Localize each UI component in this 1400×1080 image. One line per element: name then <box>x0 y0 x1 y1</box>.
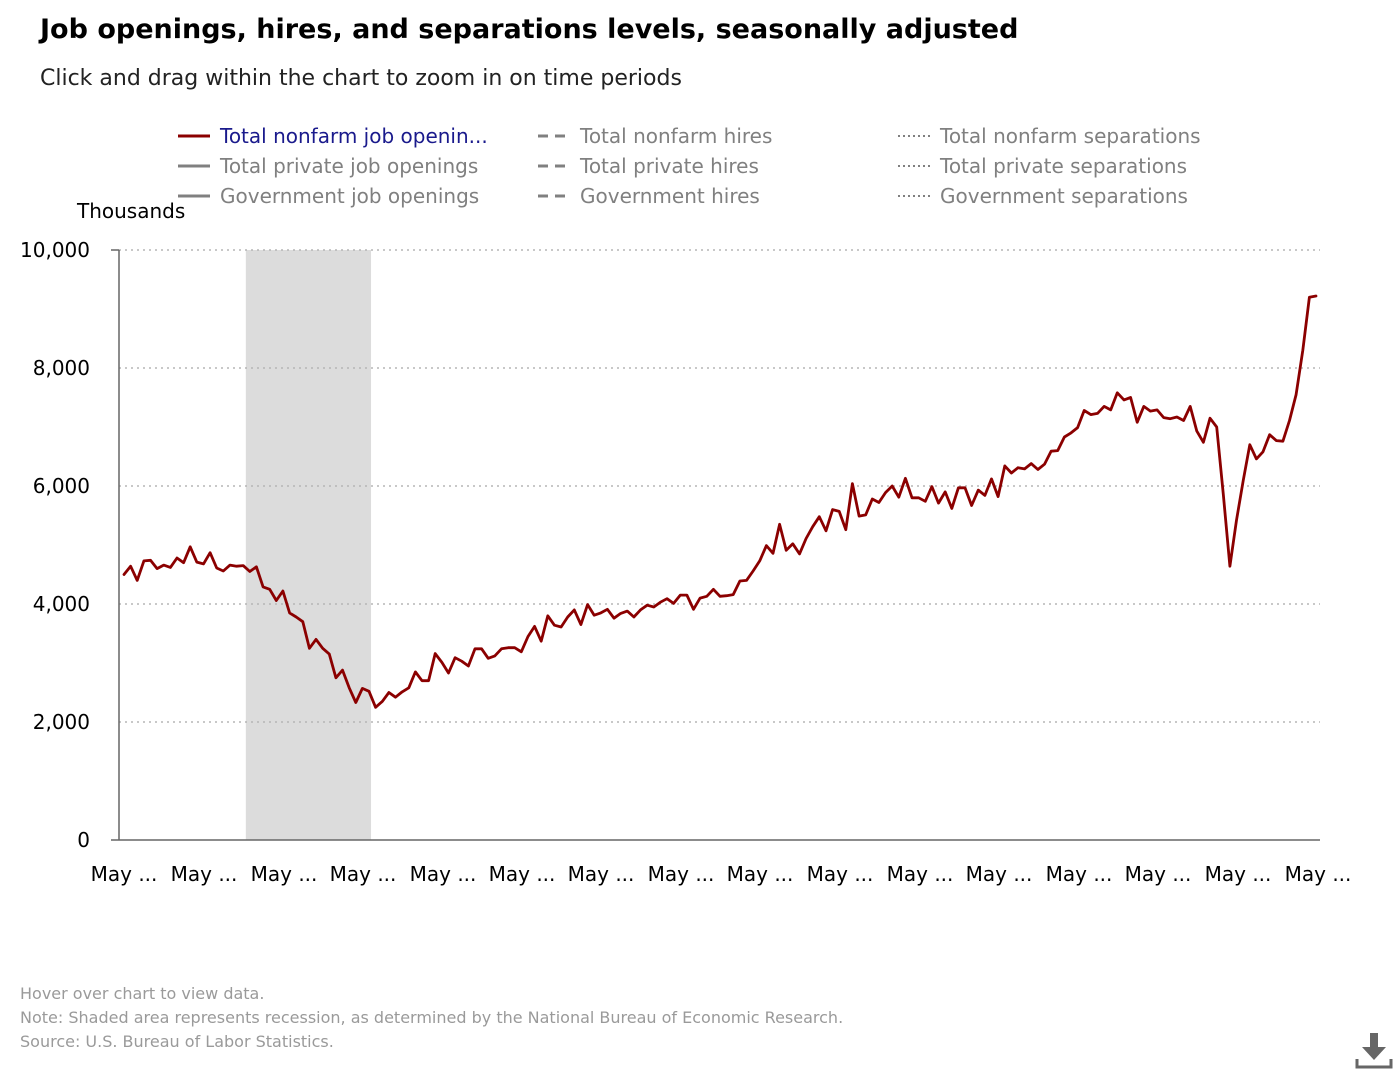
legend-swatch <box>898 135 930 137</box>
y-tick-label: 8,000 <box>33 356 90 380</box>
legend-item[interactable]: Government hires <box>538 182 760 210</box>
line-chart[interactable]: 0 2,000 4,000 6,000 8,000 10,000 May ... May ..… <box>0 0 1400 960</box>
hover-hint: Hover over chart to view data. <box>20 984 265 1003</box>
legend-item[interactable]: Total private job openings <box>178 152 478 180</box>
legend-label: Government job openings <box>220 184 480 208</box>
x-tick-label: May ... <box>251 862 318 886</box>
y-tick-label: 10,000 <box>20 238 90 262</box>
legend-item[interactable]: Total private separations <box>898 152 1187 180</box>
source-note: Source: U.S. Bureau of Labor Statistics. <box>20 1032 334 1051</box>
footnotes: Hover over chart to view data. Note: Sha… <box>20 982 843 1054</box>
x-tick-label: May ... <box>1205 862 1272 886</box>
y-tick-label: 6,000 <box>33 474 90 498</box>
x-tick-label: May ... <box>568 862 635 886</box>
y-axis-label: Thousands <box>77 199 186 223</box>
legend-item[interactable]: Total nonfarm hires <box>538 122 772 150</box>
x-tick-label: May ... <box>171 862 238 886</box>
x-tick-label: May ... <box>489 862 556 886</box>
download-icon[interactable] <box>1354 1030 1394 1070</box>
x-tick-label: May ... <box>1285 862 1352 886</box>
legend-item[interactable]: Government separations <box>898 182 1188 210</box>
recession-note: Note: Shaded area represents recession, … <box>20 1008 844 1027</box>
legend-swatch <box>898 165 930 167</box>
legend-swatch <box>538 194 570 198</box>
legend-item[interactable]: Total nonfarm job openin... <box>178 122 488 150</box>
legend-item[interactable]: Total private hires <box>538 152 759 180</box>
x-tick-label: May ... <box>410 862 477 886</box>
x-tick-label: May ... <box>1125 862 1192 886</box>
legend-label: Total private separations <box>940 154 1188 178</box>
legend-swatch <box>898 195 930 197</box>
x-tick-label: May ... <box>648 862 715 886</box>
x-tick-label: May ... <box>1046 862 1113 886</box>
chart-subtitle: Click and drag within the chart to zoom … <box>40 66 682 91</box>
legend-label: Total nonfarm hires <box>580 124 773 148</box>
legend-label: Government separations <box>940 184 1188 208</box>
x-tick-label: May ... <box>966 862 1033 886</box>
y-tick-label: 0 <box>77 828 90 852</box>
recession-shading <box>245 250 372 840</box>
y-tick-label: 4,000 <box>33 592 90 616</box>
legend-item[interactable]: Government job openings <box>178 182 479 210</box>
x-tick-label: May ... <box>330 862 397 886</box>
legend-item[interactable]: Total nonfarm separations <box>898 122 1201 150</box>
legend-label: Total private job openings <box>220 154 479 178</box>
legend-swatch <box>178 164 210 168</box>
legend-label: Total nonfarm separations <box>940 124 1201 148</box>
x-tick-label: May ... <box>807 862 874 886</box>
x-tick-label: May ... <box>91 862 158 886</box>
legend-label: Government hires <box>580 184 760 208</box>
x-tick-label: May ... <box>887 862 954 886</box>
legend-swatch <box>178 194 210 198</box>
chart-title: Job openings, hires, and separations lev… <box>40 14 1019 45</box>
legend-swatch <box>178 134 210 138</box>
legend-swatch <box>538 134 570 138</box>
legend-label: Total private hires <box>580 154 759 178</box>
legend-swatch <box>538 164 570 168</box>
legend-label: Total nonfarm job openin... <box>220 124 488 148</box>
y-tick-label: 2,000 <box>33 710 90 734</box>
series-line-total-nonfarm-job-openings[interactable] <box>122 294 1318 709</box>
x-tick-label: May ... <box>727 862 794 886</box>
